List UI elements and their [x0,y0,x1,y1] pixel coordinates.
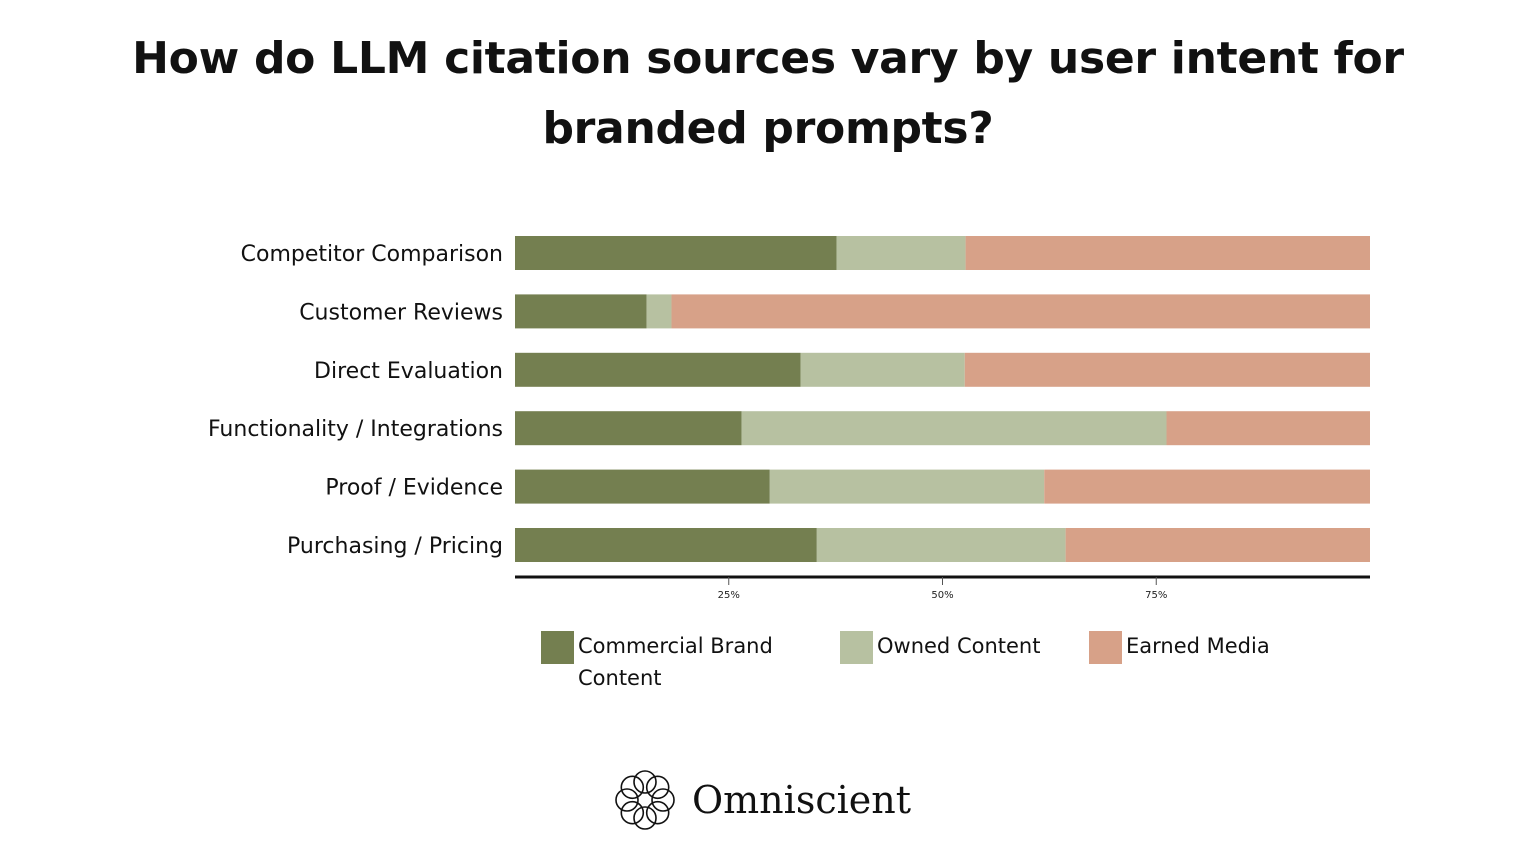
category-label-customer-reviews: Customer Reviews [299,300,503,325]
bar-direct-evaluation-owned-content [800,352,965,387]
bar-proof-evidence-earned-media [1044,469,1370,504]
bar-proof-evidence-commercial-brand-content [515,469,770,504]
bar-direct-evaluation-earned-media [964,352,1370,387]
bar-functionality-integrations-owned-content [741,411,1167,446]
bar-competitor-comparison-commercial-brand-content [515,236,837,270]
category-label-competitor-comparison: Competitor Comparison [241,242,503,267]
chart-title: How do LLM citation sources vary by user… [0,24,1536,164]
brand-name: Omniscient [692,778,911,822]
chart-title-line-2: branded prompts? [542,103,994,154]
bar-competitor-comparison-owned-content [836,236,966,270]
category-label-functionality-integrations: Functionality / Integrations [208,417,503,442]
x-tick-label-75: 75% [1145,590,1167,601]
bar-purchasing-pricing-commercial-brand-content [515,528,817,562]
bar-functionality-integrations-commercial-brand-content [515,411,742,446]
legend-swatch-commercial-brand-content [541,631,574,664]
bar-purchasing-pricing-earned-media [1065,528,1370,562]
bar-proof-evidence-owned-content [769,469,1045,504]
chart-legend: Commercial Brand Content Owned Content E… [541,630,1441,700]
bar-customer-reviews-earned-media [671,294,1370,329]
bar-purchasing-pricing-owned-content [816,528,1066,562]
legend-label-owned-content: Owned Content [877,630,1040,662]
omniscient-logo: Omniscient [613,768,933,832]
bar-competitor-comparison-earned-media [965,236,1370,270]
chart-title-line-1: How do LLM citation sources vary by user… [132,33,1404,84]
category-label-proof-evidence: Proof / Evidence [325,476,503,501]
omniscient-knot-icon [615,770,675,830]
category-label-purchasing-pricing: Purchasing / Pricing [287,534,503,559]
bar-customer-reviews-owned-content [646,294,672,329]
legend-label-commercial-brand-content: Commercial Brand Content [578,630,773,694]
category-label-direct-evaluation: Direct Evaluation [314,359,503,384]
legend-label-line: Earned Media [1126,634,1270,658]
legend-label-line: Content [578,666,662,690]
legend-label-line: Owned Content [877,634,1041,658]
legend-label-earned-media: Earned Media [1126,630,1270,662]
legend-label-line: Commercial Brand [578,634,773,658]
x-tick-label-50: 50% [931,590,953,601]
bar-customer-reviews-commercial-brand-content [515,294,647,329]
legend-swatch-earned-media [1089,631,1122,664]
legend-swatch-owned-content [840,631,873,664]
x-tick-label-25: 25% [718,590,740,601]
bar-direct-evaluation-commercial-brand-content [515,352,801,387]
bar-functionality-integrations-earned-media [1166,411,1370,446]
